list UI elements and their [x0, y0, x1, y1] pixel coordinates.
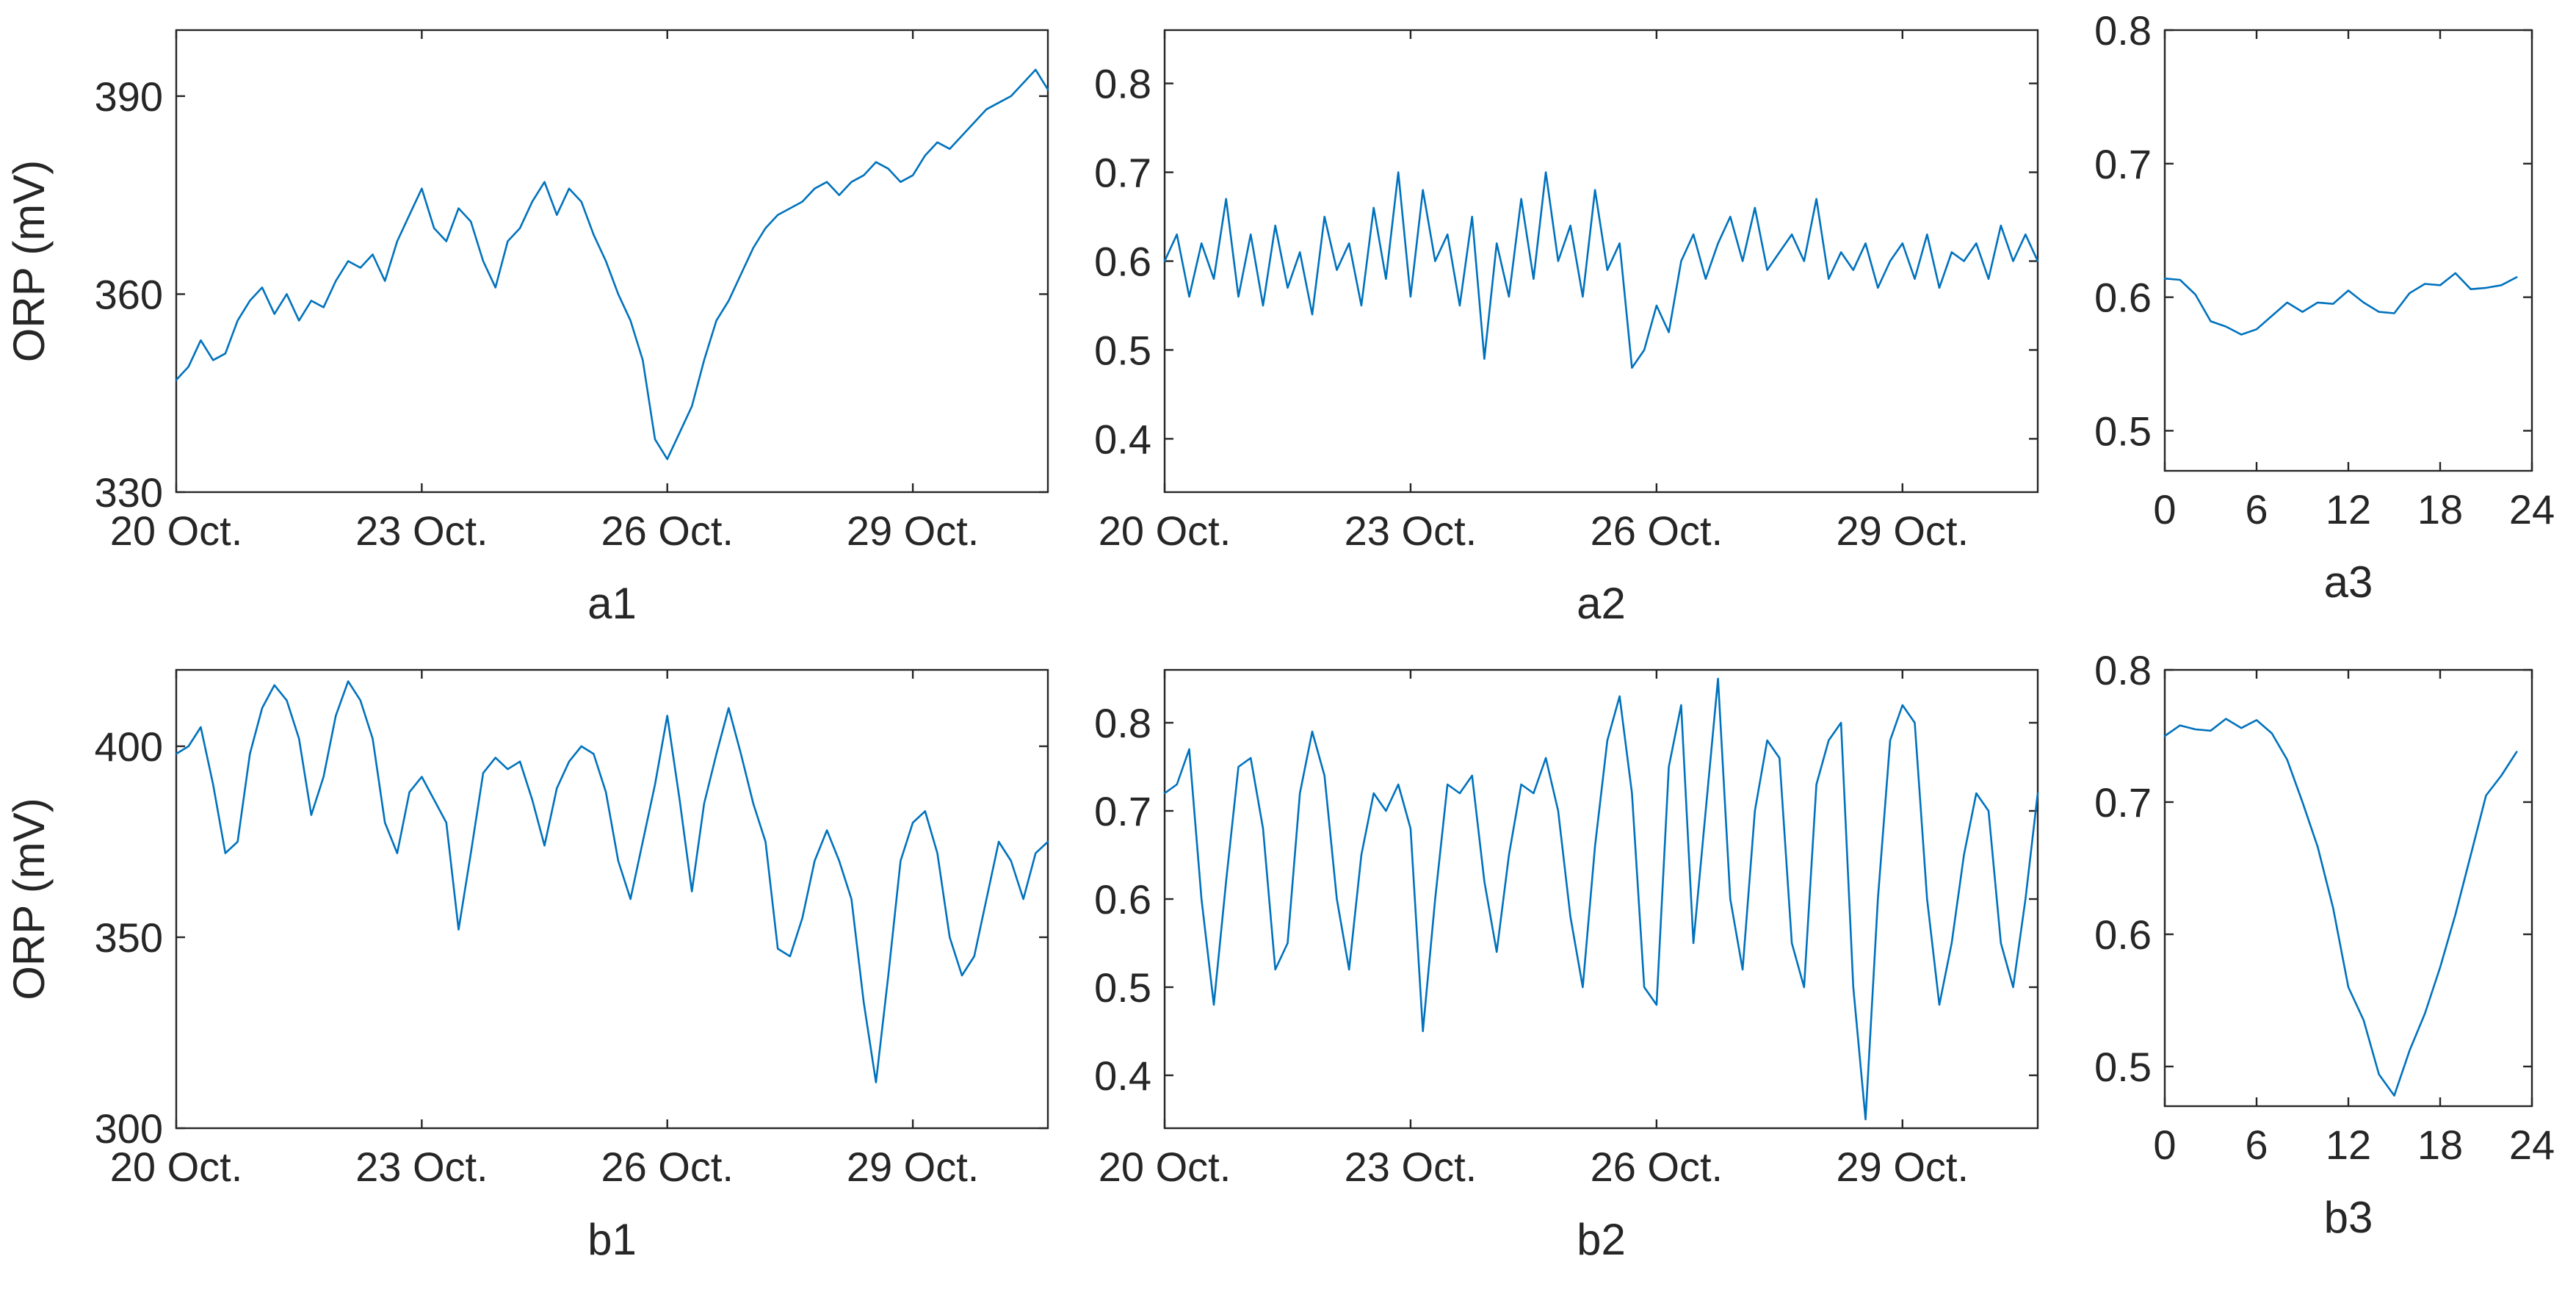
y-tick-label: 350 [95, 914, 163, 961]
y-tick-label: 0.6 [1094, 876, 1151, 923]
y-tick-label: 0.5 [1094, 964, 1151, 1011]
x-tick-label: 12 [2326, 486, 2371, 533]
y-tick-label: 0.7 [2094, 141, 2152, 187]
x-tick-label: 12 [2326, 1122, 2371, 1168]
x-tick-label: 24 [2509, 486, 2555, 533]
series-line [2163, 718, 2518, 1097]
axes-frame [1163, 29, 2039, 494]
series-line [175, 680, 1049, 1083]
x-tick-label: 18 [2417, 1122, 2463, 1168]
y-tick-label: 0.5 [1094, 327, 1151, 373]
x-tick-label: 6 [2245, 486, 2268, 533]
series-line [1163, 171, 2039, 369]
y-tick-label: 0.7 [1094, 788, 1151, 834]
panel-a1: 20 Oct. 23 Oct. 26 Oct. 29 Oct. 330 360 390 ORP… [4, 29, 1049, 628]
panel-b1: 20 Oct. 23 Oct. 26 Oct. 29 Oct. 300 350 400 ORP… [4, 668, 1049, 1264]
y-tick-label: 0.8 [1094, 61, 1151, 107]
panel-label: a1 [587, 579, 637, 628]
y-tick-label: 0.5 [2094, 1044, 2152, 1090]
y-tick-label: 0.5 [2094, 408, 2152, 454]
axes-frame [2163, 29, 2533, 472]
y-tick-label: 400 [95, 723, 163, 770]
axes-frame [175, 29, 1049, 494]
x-tick-label: 29 Oct. [847, 508, 980, 554]
x-tick-label: 20 Oct. [1099, 1144, 1231, 1190]
x-tick-label: 29 Oct. [847, 1144, 980, 1190]
x-tick-label: 26 Oct. [601, 508, 734, 554]
y-tick-label: 0.8 [2094, 647, 2152, 693]
y-tick-label: 0.7 [1094, 150, 1151, 196]
panel-label: b3 [2324, 1193, 2373, 1242]
y-tick-label: 390 [95, 73, 163, 120]
panel-b3: 0 6 12 18 24 0.5 0.6 0.7 0.8 b3 [2094, 647, 2555, 1242]
axes-frame [2163, 668, 2533, 1108]
axes-frame [175, 668, 1049, 1130]
x-tick-label: 23 Oct. [1345, 1144, 1477, 1190]
x-tick-label: 0 [2153, 1122, 2176, 1168]
y-axis-label: ORP (mV) [4, 160, 54, 363]
x-tick-label: 24 [2509, 1122, 2555, 1168]
panel-a3: 0 6 12 18 24 0.5 0.6 0.7 0.8 a3 [2094, 7, 2555, 607]
panel-b2: 20 Oct. 23 Oct. 26 Oct. 29 Oct. 0.4 0.5 0.6 0.7… [1094, 668, 2039, 1264]
panel-label: b1 [587, 1215, 637, 1264]
x-tick-label: 23 Oct. [355, 1144, 488, 1190]
axes-frame [1163, 668, 2039, 1130]
y-tick-label: 0.7 [2094, 779, 2152, 826]
y-tick-label: 330 [95, 469, 163, 516]
y-tick-label: 300 [95, 1105, 163, 1152]
y-tick-label: 0.6 [2094, 912, 2152, 958]
y-tick-label: 0.4 [1094, 416, 1151, 462]
x-tick-label: 29 Oct. [1837, 1144, 1969, 1190]
x-tick-label: 23 Oct. [1345, 508, 1477, 554]
x-tick-label: 6 [2245, 1122, 2268, 1168]
x-tick-label: 18 [2417, 486, 2463, 533]
x-tick-label: 26 Oct. [1591, 508, 1723, 554]
y-tick-label: 0.6 [1094, 239, 1151, 285]
x-tick-label: 20 Oct. [110, 1144, 243, 1190]
y-tick-label: 360 [95, 271, 163, 317]
x-tick-label: 23 Oct. [355, 508, 488, 554]
series-line [2163, 272, 2518, 336]
x-tick-label: 20 Oct. [110, 508, 243, 554]
x-tick-label: 26 Oct. [1591, 1144, 1723, 1190]
y-tick-label: 0.4 [1094, 1053, 1151, 1099]
x-tick-label: 29 Oct. [1837, 508, 1969, 554]
x-tick-label: 20 Oct. [1099, 508, 1231, 554]
y-axis-label: ORP (mV) [4, 798, 54, 1000]
y-tick-label: 0.8 [1094, 700, 1151, 746]
series-line [1163, 677, 2039, 1121]
y-tick-label: 0.8 [2094, 7, 2152, 54]
panel-label: b2 [1577, 1215, 1626, 1264]
series-line [175, 68, 1049, 461]
panel-label: a2 [1577, 579, 1626, 628]
x-tick-label: 26 Oct. [601, 1144, 734, 1190]
panel-a2: 20 Oct. 23 Oct. 26 Oct. 29 Oct. 0.4 0.5 0.6 0.7… [1094, 29, 2039, 628]
panel-label: a3 [2324, 557, 2373, 607]
x-tick-label: 0 [2153, 486, 2176, 533]
y-tick-label: 0.6 [2094, 275, 2152, 321]
